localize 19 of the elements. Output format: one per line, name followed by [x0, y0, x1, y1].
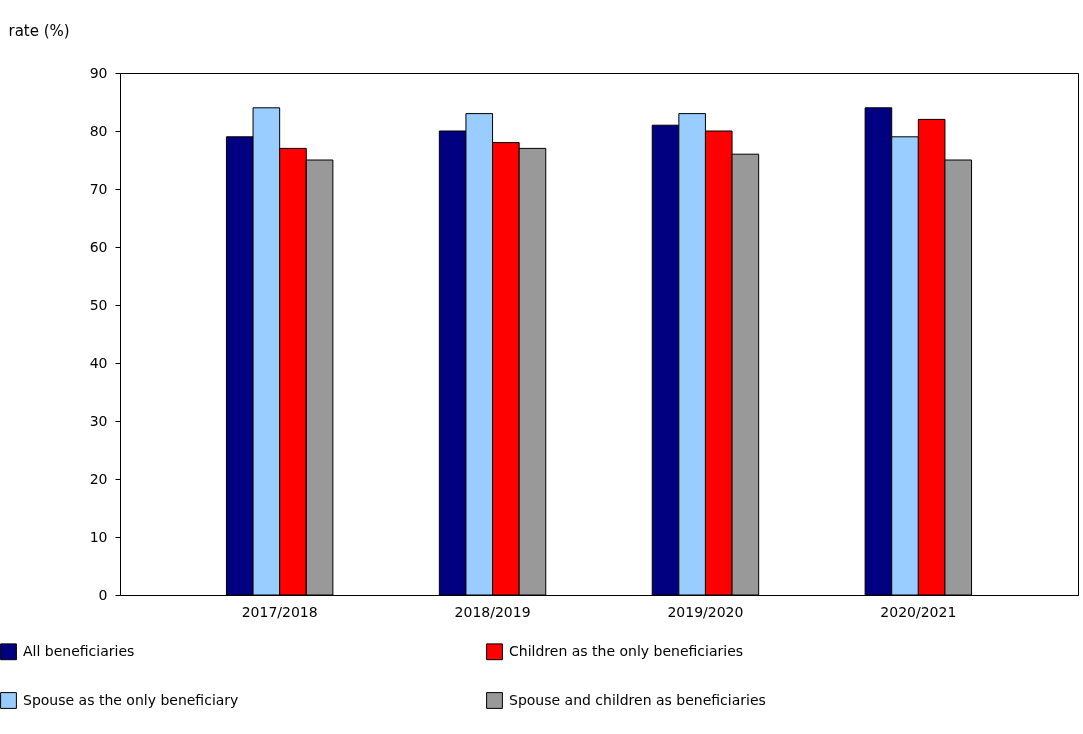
y-tick-label: 90: [89, 64, 108, 81]
y-tick-label: 30: [89, 412, 108, 429]
y-tick-label: 0: [98, 586, 108, 603]
y-tick-label: 40: [89, 354, 108, 371]
y-tick-label: 10: [89, 528, 108, 545]
legend-label: Children as the only beneficiaries: [509, 642, 744, 659]
y-tick-label: 20: [89, 470, 108, 487]
x-tick-label: 2019/2020: [667, 603, 744, 620]
legend-label: Spouse and children as beneficiaries: [509, 691, 766, 708]
legend-label: Spouse as the only beneficiary: [23, 691, 239, 708]
x-tick-label: 2018/2019: [454, 603, 531, 620]
legend-label: All beneficiaries: [23, 642, 135, 659]
y-tick-label: 70: [89, 180, 108, 197]
y-tick-label: 80: [89, 122, 108, 139]
y-axis-title: rate (%): [8, 21, 70, 40]
y-tick-label: 50: [89, 296, 108, 313]
x-tick-label: 2017/2018: [241, 603, 318, 620]
y-tick-label: 60: [89, 238, 108, 255]
x-tick-label: 2020/2021: [880, 603, 957, 620]
